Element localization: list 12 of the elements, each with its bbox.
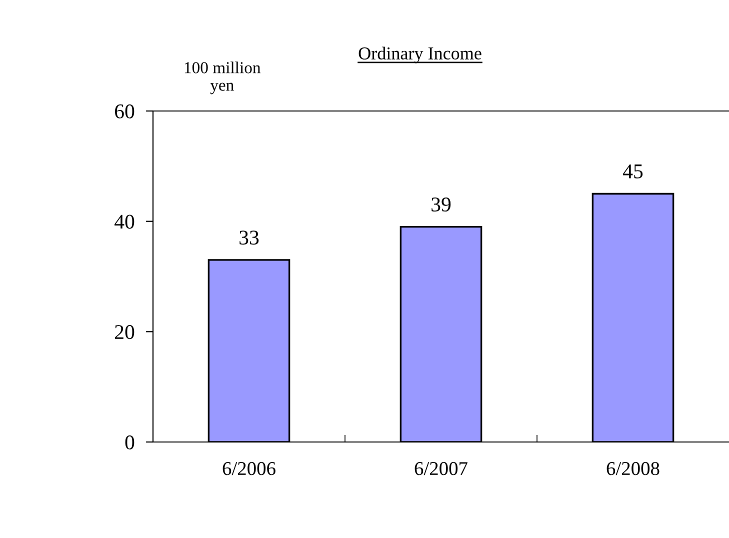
data-label: 33 [240,230,259,245]
y-tick-label: 40 [114,214,134,229]
y-tick-label: 60 [115,104,134,118]
y-tick-label: 0 [125,435,134,450]
y-tick-label: 20 [115,325,134,340]
data-label: 45 [622,164,643,178]
chart-title: Ordinary Income [358,46,482,64]
y-axis-title: 100 million yen [184,62,261,94]
data-label: 39 [432,198,451,212]
x-tick-label: 6/2006 [222,462,276,476]
x-tick-label: 6/2007 [414,462,468,476]
x-tick-label: 6/2008 [606,462,660,476]
